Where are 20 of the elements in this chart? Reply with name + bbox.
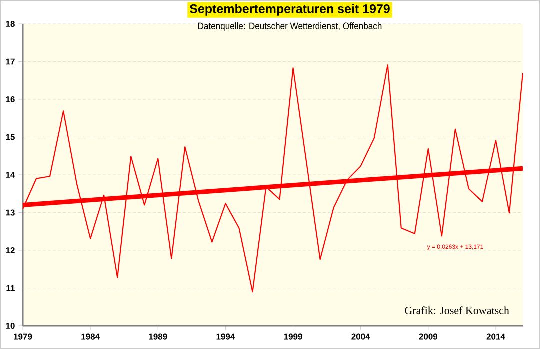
x-tick-label: 1979 <box>14 334 32 340</box>
y-tick-label: 10 <box>6 323 15 330</box>
y-tick-label: 11 <box>6 285 15 292</box>
chart-title: Septembertemperaturen seit 1979 <box>190 4 390 16</box>
x-tick-label: 1984 <box>82 334 100 340</box>
y-tick-label: 13 <box>6 210 15 216</box>
annotation: Grafik: Josef Kowatsch <box>405 306 510 314</box>
x-tick-label: 2004 <box>352 334 370 340</box>
x-tick-label: 1994 <box>216 334 236 340</box>
x-tick-label: 2009 <box>419 334 438 340</box>
x-tick-label: 1999 <box>284 334 302 340</box>
y-tick-label: 14 <box>6 172 16 178</box>
y-tick-label: 12 <box>6 248 15 254</box>
y-tick-label: 16 <box>6 96 15 103</box>
x-tick-label: 2014 <box>486 334 506 340</box>
y-tick-label: 15 <box>6 134 15 140</box>
y-tick-label: 17 <box>6 58 15 65</box>
chart-subtitle: Datenquelle: Deutscher Wetterdienst, Offenbach <box>198 22 382 32</box>
x-tick-label: 1989 <box>149 334 168 340</box>
y-tick-label: 18 <box>6 21 15 28</box>
